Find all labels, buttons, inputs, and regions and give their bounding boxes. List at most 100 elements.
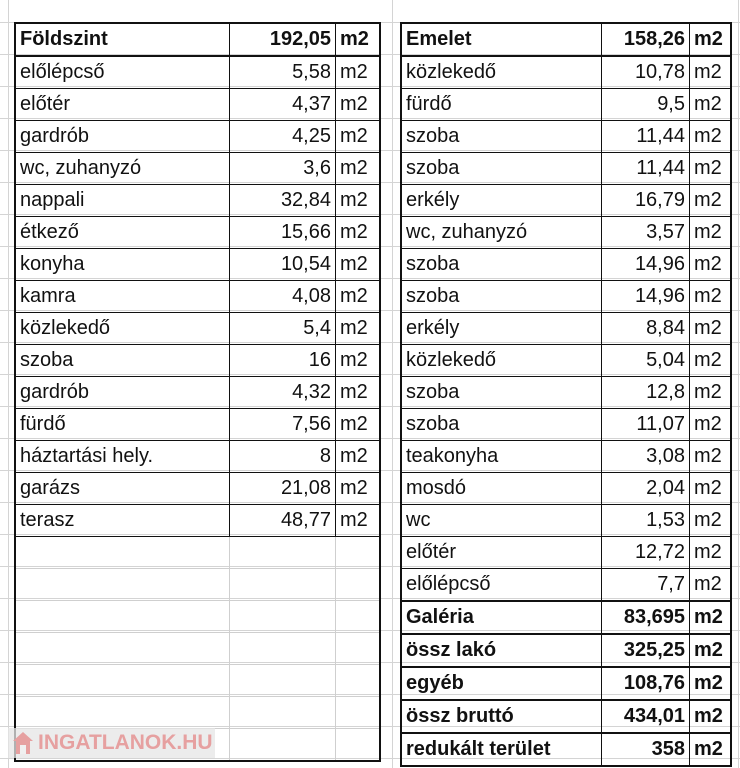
room-name-cell xyxy=(14,632,230,665)
table-row: előtér 12,72 m2 xyxy=(400,536,732,569)
table-row: közlekedő 10,78 m2 xyxy=(400,55,732,89)
table-row: wc 1,53 m2 xyxy=(400,504,732,537)
upper-floor-table: Emelet 158,26 m2 közlekedő 10,78 m2 fürdő 9,5 m2… xyxy=(400,22,732,767)
unit-cell xyxy=(335,664,381,697)
unit-cell: m2 xyxy=(689,280,732,313)
table-row xyxy=(14,632,381,665)
total-row: egyéb 108,76 m2 xyxy=(400,666,732,701)
unit-cell: m2 xyxy=(335,152,381,185)
area-value-cell: 158,26 xyxy=(601,22,690,57)
room-name-cell xyxy=(14,568,230,601)
watermark-text: INGATLANOK.HU xyxy=(38,731,213,754)
table-row: nappali 32,84 m2 xyxy=(14,184,381,217)
room-name-cell: gardrób xyxy=(14,376,230,409)
unit-cell: m2 xyxy=(335,88,381,121)
unit-cell: m2 xyxy=(689,600,732,635)
area-value-cell: 5,4 xyxy=(229,312,336,345)
room-name-cell: szoba xyxy=(400,376,602,409)
area-value-cell: 12,72 xyxy=(601,536,690,569)
area-value-cell: 3,08 xyxy=(601,440,690,473)
area-value-cell xyxy=(229,696,336,729)
room-name-cell: redukált terület xyxy=(400,732,602,767)
area-value-cell xyxy=(229,632,336,665)
table-row xyxy=(14,664,381,697)
area-value-cell: 4,08 xyxy=(229,280,336,313)
unit-cell: m2 xyxy=(689,408,732,441)
table-row xyxy=(14,600,381,633)
area-value-cell: 7,7 xyxy=(601,568,690,602)
area-value-cell: 21,08 xyxy=(229,472,336,505)
table-row: szoba 11,44 m2 xyxy=(400,152,732,185)
table-row: háztartási hely. 8 m2 xyxy=(14,440,381,473)
room-name-cell: közlekedő xyxy=(14,312,230,345)
area-value-cell: 3,57 xyxy=(601,216,690,249)
area-value-cell: 11,44 xyxy=(601,152,690,185)
table-row: előlépcső 7,7 m2 xyxy=(400,568,732,602)
unit-cell xyxy=(335,568,381,601)
table-row: gardrób 4,25 m2 xyxy=(14,120,381,153)
unit-cell: m2 xyxy=(335,120,381,153)
unit-cell xyxy=(335,696,381,729)
area-value-cell: 3,6 xyxy=(229,152,336,185)
area-value-cell: 14,96 xyxy=(601,280,690,313)
total-row: össz bruttó 434,01 m2 xyxy=(400,699,732,734)
area-value-cell: 108,76 xyxy=(601,666,690,701)
unit-cell: m2 xyxy=(335,216,381,249)
unit-cell: m2 xyxy=(689,312,732,345)
room-name-cell: wc, zuhanyzó xyxy=(400,216,602,249)
room-name-cell: terasz xyxy=(14,504,230,537)
table-row: teakonyha 3,08 m2 xyxy=(400,440,732,473)
unit-cell xyxy=(335,600,381,633)
table-row: étkező 15,66 m2 xyxy=(14,216,381,249)
room-name-cell: étkező xyxy=(14,216,230,249)
room-name-cell: közlekedő xyxy=(400,55,602,89)
room-name-cell: össz lakó xyxy=(400,633,602,668)
area-value-cell: 10,78 xyxy=(601,55,690,89)
room-name-cell: wc, zuhanyzó xyxy=(14,152,230,185)
unit-cell: m2 xyxy=(335,184,381,217)
room-name-cell: előtér xyxy=(400,536,602,569)
total-row: Földszint 192,05 m2 xyxy=(14,22,381,57)
room-name-cell xyxy=(14,536,230,569)
total-row: Emelet 158,26 m2 xyxy=(400,22,732,57)
room-name-cell: erkély xyxy=(400,312,602,345)
area-value-cell: 11,44 xyxy=(601,120,690,153)
room-name-cell: szoba xyxy=(400,408,602,441)
area-value-cell: 434,01 xyxy=(601,699,690,734)
unit-cell: m2 xyxy=(335,504,381,537)
unit-cell xyxy=(335,728,381,762)
room-name-cell: Galéria xyxy=(400,600,602,635)
room-name-cell: egyéb xyxy=(400,666,602,701)
table-row: szoba 16 m2 xyxy=(14,344,381,377)
unit-cell: m2 xyxy=(689,666,732,701)
room-name-cell: kamra xyxy=(14,280,230,313)
table-row: közlekedő 5,4 m2 xyxy=(14,312,381,345)
area-value-cell: 1,53 xyxy=(601,504,690,537)
unit-cell: m2 xyxy=(335,472,381,505)
table-row: kamra 4,08 m2 xyxy=(14,280,381,313)
table-row: erkély 8,84 m2 xyxy=(400,312,732,345)
room-name-cell: Emelet xyxy=(400,22,602,57)
area-value-cell: 12,8 xyxy=(601,376,690,409)
room-name-cell: Földszint xyxy=(14,22,230,57)
room-name-cell: nappali xyxy=(14,184,230,217)
room-name-cell: előlépcső xyxy=(14,55,230,89)
table-row: fürdő 9,5 m2 xyxy=(400,88,732,121)
unit-cell: m2 xyxy=(335,408,381,441)
table-row: erkély 16,79 m2 xyxy=(400,184,732,217)
unit-cell: m2 xyxy=(689,504,732,537)
unit-cell: m2 xyxy=(689,120,732,153)
unit-cell: m2 xyxy=(335,22,381,57)
area-value-cell: 4,25 xyxy=(229,120,336,153)
area-value-cell xyxy=(229,536,336,569)
room-name-cell: előtér xyxy=(14,88,230,121)
area-value-cell: 325,25 xyxy=(601,633,690,668)
room-name-cell: háztartási hely. xyxy=(14,440,230,473)
area-value-cell: 8 xyxy=(229,440,336,473)
unit-cell: m2 xyxy=(689,732,732,767)
room-name-cell xyxy=(14,600,230,633)
room-name-cell: mosdó xyxy=(400,472,602,505)
area-value-cell xyxy=(229,664,336,697)
area-value-cell: 32,84 xyxy=(229,184,336,217)
table-row: mosdó 2,04 m2 xyxy=(400,472,732,505)
